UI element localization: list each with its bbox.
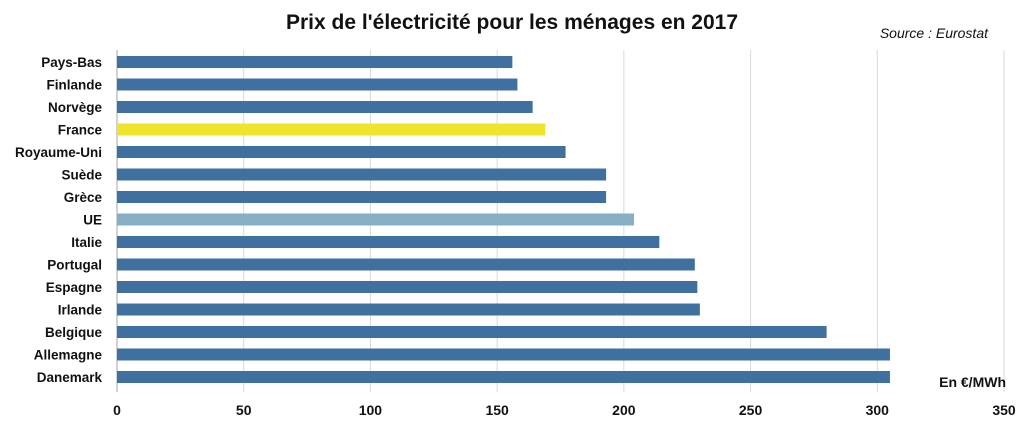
x-tick-label: 0 <box>113 402 121 418</box>
bar <box>117 56 513 68</box>
bar <box>117 326 827 338</box>
bar <box>117 371 890 383</box>
x-tick-label: 150 <box>485 402 509 418</box>
category-label: Belgique <box>45 325 102 340</box>
category-labels: Pays-Bas Finlande Norvège France Royaume-Uni… <box>15 55 103 385</box>
bar <box>117 213 634 226</box>
bar <box>117 348 890 361</box>
bar <box>117 191 607 203</box>
category-label: UE <box>83 213 102 228</box>
bar <box>117 123 546 136</box>
x-tick-label: 50 <box>236 402 252 418</box>
category-label: Italie <box>71 235 102 250</box>
x-axis-ticks: 0 50 100 150 200 250 300 350 <box>113 402 1016 418</box>
category-label: Portugal <box>47 258 102 273</box>
bar <box>117 281 698 293</box>
category-label: Grèce <box>64 190 103 205</box>
bar <box>117 168 607 181</box>
category-label: Suède <box>61 168 102 183</box>
category-label: Danemark <box>37 370 103 385</box>
bars <box>117 56 890 383</box>
bar <box>117 101 533 113</box>
category-label: France <box>58 123 103 138</box>
category-label: Allemagne <box>34 348 103 363</box>
category-label: Norvège <box>48 100 103 115</box>
x-tick-label: 200 <box>612 402 636 418</box>
bar <box>117 258 695 271</box>
unit-label: En €/MWh <box>939 374 1006 390</box>
x-tick-label: 250 <box>739 402 763 418</box>
bar <box>117 146 566 158</box>
x-tick-label: 350 <box>992 402 1016 418</box>
bar <box>117 78 518 91</box>
category-label: Espagne <box>46 280 103 295</box>
bar <box>117 236 660 248</box>
category-label: Royaume-Uni <box>15 145 102 160</box>
category-label: Finlande <box>46 78 102 93</box>
bar <box>117 303 700 316</box>
category-label: Pays-Bas <box>41 55 102 70</box>
chart-title: Prix de l'électricité pour les ménages e… <box>286 11 738 34</box>
source-note: Source : Eurostat <box>880 25 989 41</box>
category-label: Irlande <box>58 303 103 318</box>
x-tick-label: 100 <box>359 402 383 418</box>
x-tick-label: 300 <box>866 402 890 418</box>
